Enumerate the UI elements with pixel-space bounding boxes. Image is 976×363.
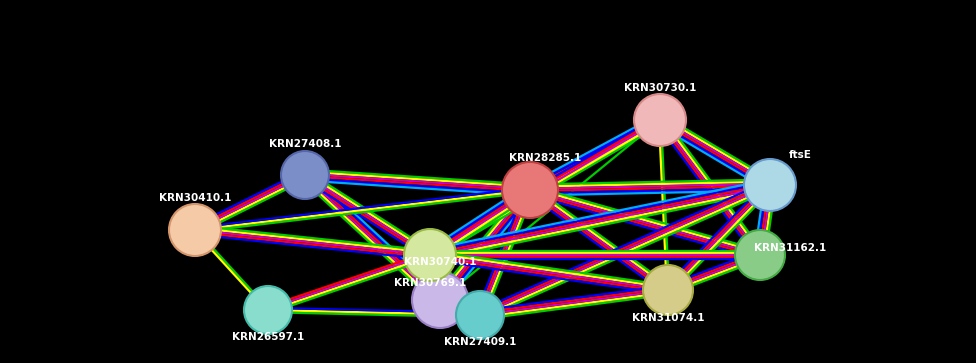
Circle shape [244, 286, 292, 334]
Text: KRN30769.1: KRN30769.1 [394, 278, 467, 288]
Text: KRN30730.1: KRN30730.1 [624, 83, 696, 93]
Text: KRN28285.1: KRN28285.1 [508, 153, 581, 163]
Text: KRN30410.1: KRN30410.1 [159, 193, 231, 203]
Circle shape [735, 230, 785, 280]
Text: KRN27409.1: KRN27409.1 [444, 337, 516, 347]
Text: KRN31162.1: KRN31162.1 [753, 243, 826, 253]
Circle shape [412, 272, 468, 328]
Circle shape [404, 229, 456, 281]
Text: KRN27408.1: KRN27408.1 [268, 139, 342, 149]
Text: KRN30740.1: KRN30740.1 [404, 257, 476, 267]
Circle shape [169, 204, 221, 256]
Circle shape [281, 151, 329, 199]
Text: ftsE: ftsE [789, 150, 811, 160]
Circle shape [502, 162, 558, 218]
Text: KRN26597.1: KRN26597.1 [232, 332, 305, 342]
Text: KRN31074.1: KRN31074.1 [631, 313, 705, 323]
Circle shape [456, 291, 504, 339]
Circle shape [634, 94, 686, 146]
Circle shape [744, 159, 796, 211]
Circle shape [643, 265, 693, 315]
